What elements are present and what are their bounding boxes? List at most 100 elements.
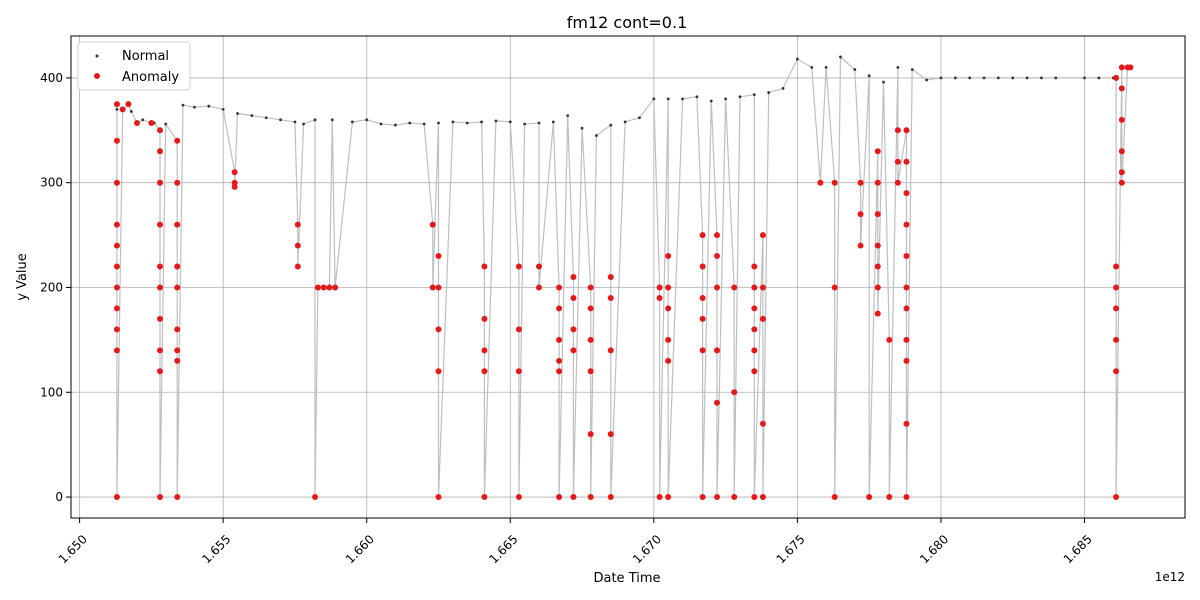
anomaly-point [294,221,301,228]
anomaly-point [429,284,436,291]
anomaly-point [157,127,164,134]
normal-point [141,118,145,122]
normal-series [115,55,1115,137]
anomaly-point [113,137,120,144]
anomaly-point [326,284,333,291]
anomaly-point [751,263,758,270]
anomaly-point [874,242,881,249]
anomaly-point [314,284,321,291]
anomaly-point [1113,263,1120,270]
anomaly-point [903,420,910,427]
normal-point [523,122,527,126]
anomaly-point [570,326,577,333]
anomaly-point [174,494,181,501]
normal-point [302,122,305,126]
anomaly-point [665,284,672,291]
anomaly-point [665,494,672,501]
anomaly-point [556,494,563,501]
anomaly-point [231,179,238,186]
grid [71,36,1185,518]
anomaly-point [535,263,542,270]
anomaly-point [903,127,910,134]
anomaly-point [714,494,721,501]
anomaly-point [481,263,488,270]
anomaly-point [751,305,758,312]
y-tick-label: 300 [40,176,63,190]
anomaly-point [1113,368,1120,375]
anomaly-point [903,284,910,291]
anomaly-point [157,263,164,270]
normal-point [365,118,369,122]
anomaly-point [751,368,758,375]
anomaly-point [435,494,442,501]
anomaly-point [481,494,488,501]
normal-point [394,123,397,127]
anomaly-point [587,284,594,291]
x-axis-label: Date Time [593,571,660,586]
anomaly-point [174,179,181,186]
y-tick-label: 200 [40,280,63,294]
anomaly-point [481,347,488,354]
normal-point [451,120,455,124]
anomaly-point [174,347,181,354]
anomaly-point [656,294,663,301]
anomaly-point [731,494,738,501]
anomaly-point [903,158,910,165]
anomaly-point [607,347,614,354]
anomaly-point [699,294,706,301]
anomaly-point [294,242,301,249]
anomaly-point [157,315,164,322]
anomaly-point [607,274,614,280]
anomaly-point [157,284,164,291]
anomaly-point [587,336,594,343]
anomaly-point [751,326,758,333]
anomaly-point [894,158,901,165]
anomaly-point [714,399,721,406]
normal-point [181,103,185,107]
normal-point [996,76,1000,80]
anomaly-point [174,263,181,270]
normal-point [551,120,555,124]
anomaly-point [515,326,522,333]
anomaly-point [570,494,577,501]
anomaly-point [174,137,181,144]
anomaly-point [1113,336,1120,343]
normal-point [925,78,928,82]
anomaly-point [699,315,706,322]
legend-marker-normal [95,54,99,58]
anomaly-point [556,357,563,364]
anomaly-point [1113,74,1120,81]
anomaly-point [556,368,563,375]
normal-point [767,91,771,94]
anomaly-point [607,294,614,301]
anomaly-point [714,347,721,354]
anomaly-point [1113,494,1120,501]
anomaly-point [1118,148,1125,155]
anomaly-point [587,431,594,438]
anomaly-point [125,101,132,108]
anomaly-point [714,232,721,239]
normal-point [221,107,225,111]
anomaly-point [113,326,120,333]
anomaly-point [481,315,488,322]
anomaly-point [759,232,766,239]
normal-point [882,80,885,84]
y-tick-label: 400 [40,71,63,85]
normal-point [465,121,469,125]
anomaly-point [831,179,838,186]
normal-point [437,121,440,125]
anomaly-point [817,179,824,186]
anomaly-point [515,368,522,375]
anomaly-point [731,284,738,291]
normal-point [250,114,254,118]
x-offset-text: 1e12 [1155,570,1185,584]
anomaly-point [903,221,910,228]
anomaly-point [1113,284,1120,291]
normal-point [580,126,584,130]
anomaly-point [587,494,594,501]
anomaly-point [481,368,488,375]
anomaly-point [857,211,864,218]
normal-point [652,97,656,101]
normal-point [1097,76,1101,80]
